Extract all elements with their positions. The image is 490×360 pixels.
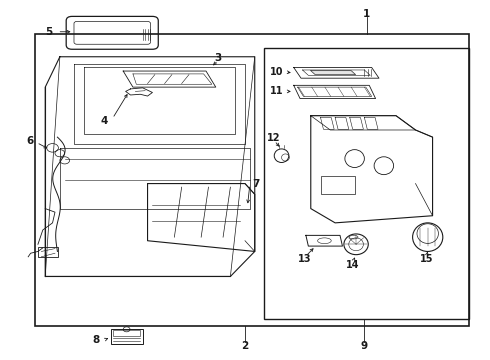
Text: 10: 10 [270, 67, 283, 77]
Bar [265, 48, 469, 319]
Bar [320, 176, 355, 194]
Text: 8: 8 [93, 335, 100, 345]
Text: 11: 11 [270, 86, 283, 96]
Bar [35, 33, 469, 327]
Text: 12: 12 [267, 133, 280, 143]
Text: 4: 4 [100, 116, 107, 126]
Bar [114, 330, 140, 337]
Polygon shape [311, 71, 356, 75]
Text: 6: 6 [26, 136, 33, 146]
Bar [38, 247, 58, 257]
Text: 15: 15 [419, 254, 433, 264]
Bar [111, 329, 143, 344]
Text: 1: 1 [363, 9, 370, 19]
Text: 14: 14 [346, 260, 360, 270]
Text: 13: 13 [298, 254, 311, 264]
Text: 3: 3 [215, 53, 222, 63]
Text: 7: 7 [252, 179, 260, 189]
Text: 9: 9 [361, 341, 368, 351]
Text: 5: 5 [46, 27, 53, 37]
Text: 2: 2 [242, 341, 248, 351]
